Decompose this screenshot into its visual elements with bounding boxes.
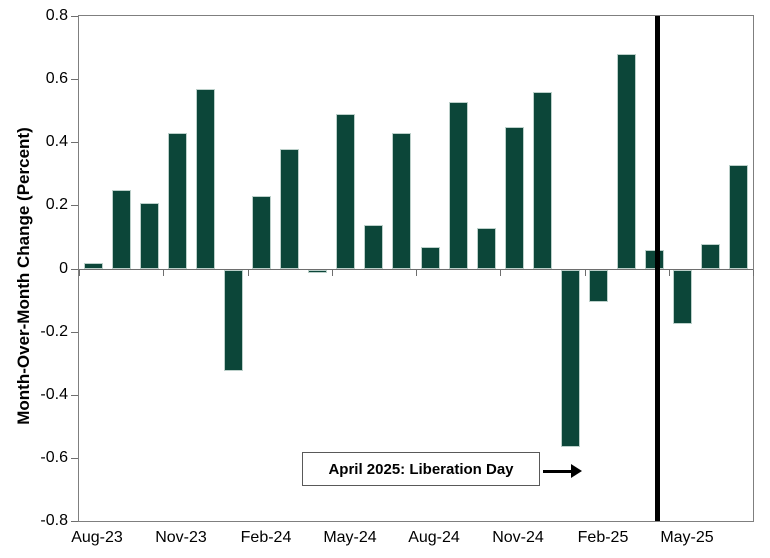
y-axis-tick-label: 0.2 xyxy=(45,196,68,213)
bar-Nov-24 xyxy=(505,127,524,269)
bar-Jan-25 xyxy=(561,270,580,447)
x-axis-tick-label: May-24 xyxy=(323,529,377,546)
liberation-day-event-line xyxy=(655,16,660,521)
bar-Jun-25 xyxy=(701,244,720,269)
y-axis-tick-mark xyxy=(71,458,78,459)
bar-May-25 xyxy=(673,270,692,324)
plot-area xyxy=(78,15,754,522)
y-axis-tick-label: 0 xyxy=(59,260,68,277)
x-axis-tick-mark xyxy=(669,270,670,276)
x-axis-tick-label: Nov-23 xyxy=(155,529,207,546)
y-axis-tick-mark xyxy=(71,521,78,522)
x-axis-tick-mark xyxy=(163,270,164,276)
bar-Aug-24 xyxy=(421,247,440,269)
y-axis-tick-mark xyxy=(71,142,78,143)
y-axis-tick-mark xyxy=(71,395,78,396)
y-axis-tick-label: 0.4 xyxy=(45,133,68,150)
y-axis-tick-label: 0.6 xyxy=(45,70,68,87)
bar-Nov-23 xyxy=(168,133,187,269)
y-axis-tick-label: 0.8 xyxy=(45,7,68,24)
bar-Apr-24 xyxy=(308,270,327,273)
y-axis-tick-label: -0.2 xyxy=(40,323,68,340)
bar-Aug-23 xyxy=(84,263,103,269)
x-axis-tick-label: Aug-23 xyxy=(71,529,123,546)
bar-Dec-24 xyxy=(533,92,552,269)
annotation-box: April 2025: Liberation Day xyxy=(302,452,540,486)
bar-Jul-24 xyxy=(392,133,411,269)
y-axis-tick-label: -0.4 xyxy=(40,386,68,403)
y-axis-tick-label: -0.8 xyxy=(40,512,68,529)
zero-axis-line xyxy=(79,269,753,270)
annotation-label: April 2025: Liberation Day xyxy=(328,460,514,478)
y-axis-tick-mark xyxy=(71,79,78,80)
x-axis-tick-label: Aug-24 xyxy=(408,529,460,546)
annotation-arrow-head-icon xyxy=(571,464,582,478)
bar-Dec-23 xyxy=(196,89,215,269)
y-axis-tick-mark xyxy=(71,332,78,333)
y-axis-tick-mark xyxy=(71,205,78,206)
bar-Mar-25 xyxy=(617,54,636,269)
x-axis-tick-mark xyxy=(79,270,80,276)
y-axis-tick-mark xyxy=(71,16,78,17)
bar-Jun-24 xyxy=(364,225,383,269)
x-axis-tick-label: Feb-25 xyxy=(577,529,629,546)
bar-Sep-24 xyxy=(449,102,468,269)
x-axis-tick-mark xyxy=(753,270,754,276)
bar-Jan-24 xyxy=(224,270,243,371)
x-axis-tick-mark xyxy=(500,270,501,276)
bar-Jul-25 xyxy=(729,165,748,269)
bar-Feb-25 xyxy=(589,270,608,302)
x-axis-tick-mark xyxy=(416,270,417,276)
bar-May-24 xyxy=(336,114,355,269)
y-axis-tick-mark xyxy=(71,269,78,270)
x-axis-tick-label: Feb-24 xyxy=(240,529,292,546)
bar-Oct-24 xyxy=(477,228,496,269)
x-axis-tick-label: May-25 xyxy=(660,529,714,546)
annotation-arrow-line xyxy=(543,470,573,473)
x-axis-tick-label: Nov-24 xyxy=(492,529,544,546)
bar-Sep-23 xyxy=(112,190,131,269)
bar-Oct-23 xyxy=(140,203,159,269)
y-axis-tick-label: -0.6 xyxy=(40,449,68,466)
x-axis-tick-mark xyxy=(248,270,249,276)
bar-Feb-24 xyxy=(252,196,271,269)
bar-Mar-24 xyxy=(280,149,299,269)
x-axis-tick-mark xyxy=(585,270,586,276)
x-axis-tick-mark xyxy=(332,270,333,276)
